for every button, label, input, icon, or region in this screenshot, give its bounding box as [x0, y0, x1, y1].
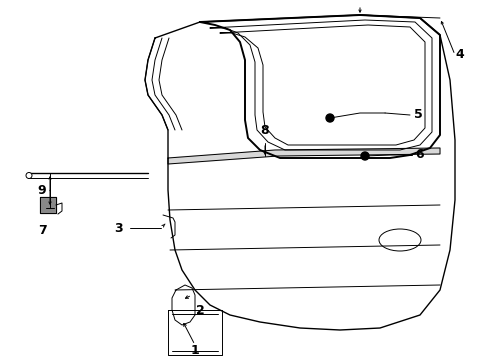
Text: 6: 6	[416, 148, 424, 162]
Polygon shape	[172, 285, 195, 325]
Polygon shape	[200, 15, 440, 158]
Polygon shape	[145, 15, 455, 330]
Text: 8: 8	[261, 125, 270, 138]
Text: 4: 4	[456, 49, 465, 62]
Text: 1: 1	[191, 343, 199, 356]
Circle shape	[26, 172, 32, 179]
Circle shape	[361, 152, 369, 160]
Polygon shape	[40, 197, 56, 213]
Text: 3: 3	[114, 221, 122, 234]
Text: 9: 9	[38, 184, 47, 197]
Polygon shape	[168, 310, 222, 355]
Text: 5: 5	[414, 108, 422, 122]
Text: 7: 7	[38, 224, 47, 237]
Circle shape	[326, 114, 334, 122]
Polygon shape	[168, 148, 440, 164]
Text: 2: 2	[196, 303, 204, 316]
